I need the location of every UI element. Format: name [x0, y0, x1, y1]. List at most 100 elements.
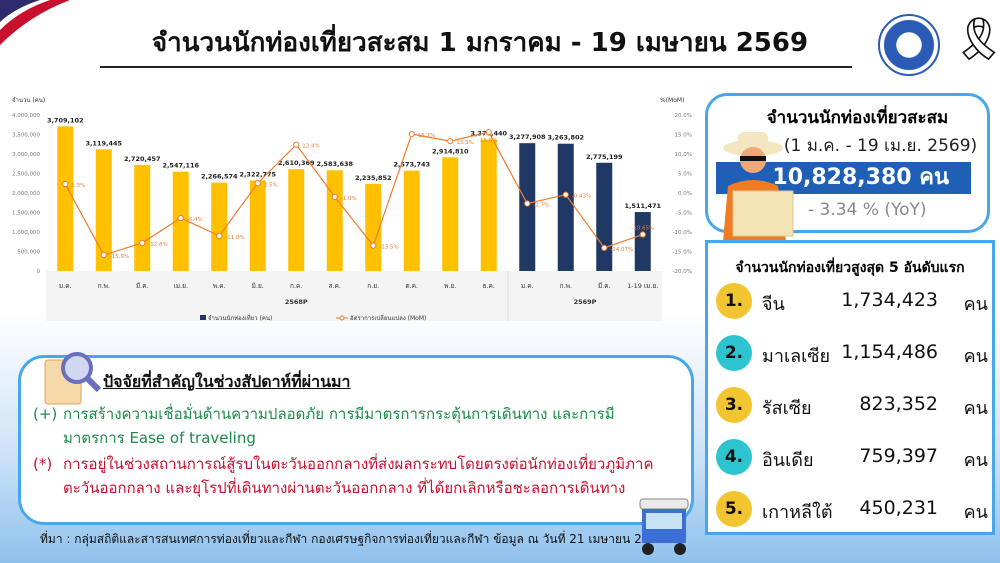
mom-point — [293, 141, 300, 148]
tuktuk-icon — [639, 498, 689, 555]
country-name: มาเลเซีย — [762, 346, 831, 367]
country-value: 450,231 — [859, 497, 938, 519]
title-divider — [100, 66, 852, 68]
mom-point — [524, 200, 531, 207]
bar — [211, 182, 228, 271]
ranking-row: 5. เกาหลีใต้ 450,231 คน — [716, 489, 988, 529]
factor-text: การอยู่ในช่วงสถานการณ์สู้รบในตะวันออกกลา… — [63, 455, 654, 497]
top5-ranking-panel: จำนวนนักท่องเที่ยวสูงสุด 5 อันดับแรก 1. … — [705, 240, 995, 535]
tourist-illustration-icon — [723, 132, 794, 241]
thai-flag-icon — [0, 0, 90, 60]
legend-line-marker — [339, 315, 345, 321]
ranking-row: 3. รัสเซีย 823,352 คน — [716, 385, 988, 425]
country-value: 1,154,486 — [841, 341, 938, 363]
bar — [634, 212, 651, 271]
mom-label: -12.8% — [148, 242, 167, 248]
bar-value-label: 2,720,457 — [124, 155, 161, 163]
factor-symbol: (*) — [33, 455, 53, 473]
mom-label: -2.7% — [533, 203, 549, 209]
y2-tick-label: 20.0% — [675, 113, 692, 119]
country-name: รัสเซีย — [762, 398, 812, 419]
y-tick-label: 500,000 — [17, 250, 40, 256]
ranking-row: 2. มาเลเซีย 1,154,486 คน — [716, 333, 988, 373]
factor-negative: (*) การอยู่ในช่วงสถานการณ์สู้รบในตะวันออก… — [33, 452, 673, 500]
factor-positive: (+) การสร้างความเชื่อมั่นด้านความปลอดภัย … — [33, 402, 673, 450]
factors-title: ปัจจัยที่สำคัญในช่วงสัปดาห์ที่ผ่านมา — [103, 372, 351, 391]
y-tick-label: 4,000,000 — [12, 113, 40, 119]
tourist-chart: จำนวน (คน) %(MoM) 0 500,000 1,000,000 1,500,0… — [12, 97, 692, 322]
bar-value-label: 2,775,199 — [586, 153, 623, 161]
x-tick-label: มิ.ย. — [252, 282, 264, 290]
y2-tick-label: -10.0% — [673, 230, 692, 236]
mom-label: -1.0% — [341, 196, 357, 202]
x-tick-label: ธ.ค. — [483, 282, 495, 290]
summary-period: (1 ม.ค. - 19 เม.ย. 2569) — [783, 136, 978, 156]
x-tick-label: ม.ค. — [59, 282, 72, 290]
x-tick-label: พ.ย. — [444, 282, 456, 290]
mom-point — [601, 244, 608, 251]
y2-tick-label: -20.0% — [673, 269, 692, 275]
mom-label: -10.65% — [631, 226, 654, 232]
y-tick-label: 0 — [37, 269, 41, 275]
ranking-row: 1. จีน 1,734,423 คน — [716, 281, 988, 321]
summary-card: จำนวนนักท่องเที่ยวสะสม (1 ม.ค. - 19 เม.ย… — [705, 93, 990, 241]
ranking-row: 4. อินเดีย 759,397 คน — [716, 437, 988, 477]
unit-label: คน — [963, 398, 988, 419]
axis-band — [46, 271, 662, 321]
ranking-title: จำนวนนักท่องเที่ยวสูงสุด 5 อันดับแรก — [735, 260, 965, 276]
x-tick-label: ก.ค. — [290, 282, 302, 290]
mom-label: 15.1% — [418, 133, 435, 139]
y2-axis-title: %(MoM) — [660, 97, 684, 104]
y-tick-label: 2,000,000 — [12, 191, 40, 197]
x-tick-label: ม.ค. — [521, 282, 534, 290]
y-axis-title: จำนวน (คน) — [12, 97, 45, 104]
bar — [442, 157, 459, 271]
factors-card: ปัจจัยที่สำคัญในช่วงสัปดาห์ที่ผ่านมา (+)… — [18, 352, 694, 525]
y-tick-label: 1,000,000 — [12, 230, 40, 236]
bar-value-label: 2,266,574 — [201, 173, 238, 181]
x-tick-label: พ.ค. — [213, 282, 226, 290]
rank-badge: 2. — [716, 335, 752, 371]
mom-point — [447, 138, 454, 145]
y2-tick-label: 10.0% — [675, 152, 692, 158]
x-tick-label: มี.ค. — [598, 282, 611, 290]
bar — [249, 180, 266, 271]
mom-point — [370, 242, 377, 249]
mom-point — [639, 231, 646, 238]
country-value: 823,352 — [859, 393, 938, 415]
ministry-logo — [878, 14, 940, 76]
y2-tick-label: -15.0% — [673, 250, 692, 256]
summary-yoy: - 3.34 % (YoY) — [808, 200, 927, 220]
mom-label: -0.43% — [572, 194, 591, 200]
country-value: 1,734,423 — [841, 289, 938, 311]
mom-label: -6.4% — [187, 217, 203, 223]
legend-line-label: อัตราการเปลี่ยนแปลง (MoM) — [350, 314, 426, 322]
bar-value-label: 2,610,369 — [278, 159, 315, 167]
mom-line — [64, 131, 643, 256]
mom-point — [408, 131, 415, 138]
y2-tick-label: 15.0% — [675, 133, 692, 139]
summary-title: จำนวนนักท่องเที่ยวสะสม — [766, 108, 949, 128]
page-title: จำนวนนักท่องเที่ยวสะสม 1 มกราคม - 19 เมษ… — [151, 28, 809, 58]
mom-point — [254, 180, 261, 187]
document-magnifier-icon — [44, 352, 102, 405]
mom-label: -13.5% — [379, 245, 398, 251]
bar — [480, 139, 497, 271]
mom-label: -15.9% — [110, 254, 129, 260]
mom-point — [100, 251, 107, 259]
mom-point — [177, 214, 184, 222]
mom-label: -11.0% — [225, 235, 244, 241]
unit-label: คน — [963, 450, 988, 471]
source-note: ที่มา : กลุ่มสถิติและสารสนเทศการท่องเที่… — [40, 532, 665, 546]
bar-value-label: 1,511,471 — [624, 202, 661, 210]
bar — [95, 149, 112, 271]
bar-value-label: 2,914,810 — [432, 147, 469, 155]
x-tick-label: ส.ค. — [329, 282, 341, 290]
bar — [596, 162, 613, 271]
x-tick-label: เม.ย. — [174, 282, 188, 290]
bar — [57, 126, 74, 271]
bar — [365, 183, 382, 271]
group-label: 2568P — [285, 298, 308, 306]
y-tick-label: 1,500,000 — [12, 211, 40, 217]
x-tick-label: ต.ค. — [405, 282, 418, 290]
